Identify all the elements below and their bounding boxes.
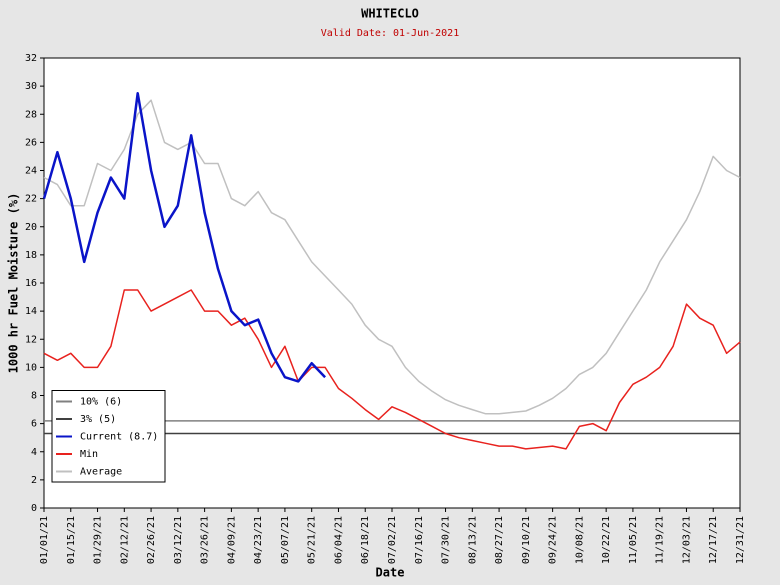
x-tick-label: 11/05/21: [628, 516, 639, 564]
x-tick-label: 03/12/21: [173, 516, 184, 564]
y-tick-label: 10: [25, 362, 37, 373]
chart-title: WHITECLO: [361, 7, 419, 21]
x-tick-label: 10/08/21: [574, 516, 585, 564]
x-tick-label: 01/01/21: [39, 516, 50, 564]
y-tick-label: 0: [31, 503, 37, 514]
legend-label: 3% (5): [80, 414, 116, 425]
y-axis-title: 1000 hr Fuel Moisture (%): [7, 193, 21, 374]
x-tick-label: 04/09/21: [226, 516, 237, 564]
y-tick-label: 4: [31, 447, 37, 458]
x-axis-title: Date: [376, 566, 405, 580]
y-tick-label: 14: [25, 306, 37, 317]
legend-label: Current (8.7): [80, 432, 158, 443]
x-tick-label: 06/04/21: [333, 516, 344, 564]
y-tick-label: 2: [31, 475, 37, 486]
y-tick-label: 32: [25, 53, 37, 64]
x-tick-label: 05/07/21: [280, 516, 291, 564]
x-tick-label: 09/24/21: [548, 516, 559, 564]
legend-label: Min: [80, 449, 98, 460]
x-tick-label: 09/10/21: [521, 516, 532, 564]
x-tick-label: 04/23/21: [253, 516, 264, 564]
legend-label: 10% (6): [80, 397, 122, 408]
legend-label: Average: [80, 467, 122, 478]
x-tick-label: 06/18/21: [360, 516, 371, 564]
x-tick-label: 08/27/21: [494, 516, 505, 564]
x-tick-label: 07/30/21: [441, 516, 452, 564]
y-tick-label: 24: [25, 166, 37, 177]
x-tick-label: 01/29/21: [93, 516, 104, 564]
x-tick-label: 02/26/21: [146, 516, 157, 564]
y-tick-label: 8: [31, 391, 37, 402]
y-tick-label: 26: [25, 137, 37, 148]
chart-subtitle: Valid Date: 01-Jun-2021: [321, 28, 459, 39]
y-tick-label: 16: [25, 278, 37, 289]
x-tick-label: 02/12/21: [119, 516, 130, 564]
x-tick-label: 07/16/21: [414, 516, 425, 564]
x-tick-label: 08/13/21: [467, 516, 478, 564]
y-tick-label: 12: [25, 334, 37, 345]
series-line: [42, 91, 327, 383]
x-tick-label: 05/21/21: [307, 516, 318, 564]
y-tick-label: 28: [25, 109, 37, 120]
x-tick-label: 12/31/21: [735, 516, 746, 564]
x-tick-label: 01/15/21: [66, 516, 77, 564]
y-tick-label: 18: [25, 250, 37, 261]
y-tick-label: 30: [25, 81, 37, 92]
x-tick-label: 11/19/21: [655, 516, 666, 564]
series-line: [43, 99, 741, 415]
series-line: [43, 289, 741, 450]
y-tick-label: 6: [31, 419, 37, 430]
x-tick-label: 12/03/21: [681, 516, 692, 564]
y-tick-label: 22: [25, 194, 37, 205]
x-tick-label: 12/17/21: [708, 516, 719, 564]
y-tick-label: 20: [25, 222, 37, 233]
x-tick-label: 10/22/21: [601, 516, 612, 564]
x-tick-label: 03/26/21: [200, 516, 211, 564]
x-tick-label: 07/02/21: [387, 516, 398, 564]
